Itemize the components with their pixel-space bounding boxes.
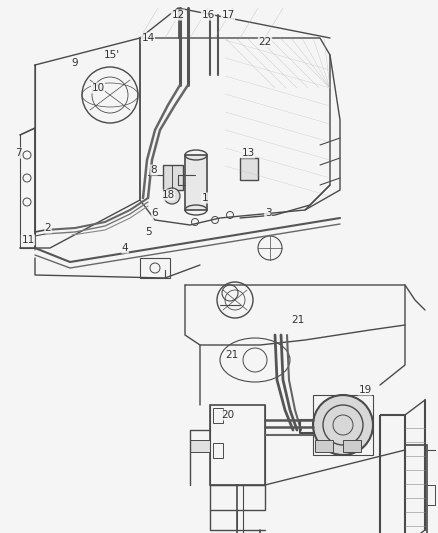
Circle shape [313, 395, 373, 455]
Text: 16: 16 [201, 10, 215, 20]
Bar [163, 165, 183, 190]
Bar [185, 155, 207, 210]
Text: 14: 14 [141, 33, 155, 43]
Bar [405, 445, 427, 533]
Text: 7: 7 [15, 148, 21, 158]
Bar [140, 258, 170, 278]
Text: 17: 17 [221, 10, 235, 20]
Text: 15': 15' [104, 50, 120, 60]
Bar [380, 415, 405, 533]
Bar [240, 158, 258, 180]
Bar [315, 440, 333, 452]
Text: 8: 8 [151, 165, 157, 175]
Text: 1: 1 [201, 193, 208, 203]
Bar [213, 408, 223, 423]
Bar [210, 485, 265, 510]
Text: 5: 5 [145, 227, 151, 237]
Bar [313, 395, 373, 455]
Text: 3: 3 [265, 208, 271, 218]
Circle shape [164, 188, 180, 204]
Text: 22: 22 [258, 37, 272, 47]
Text: 6: 6 [152, 208, 158, 218]
Text: 21: 21 [226, 350, 239, 360]
Bar [213, 443, 223, 458]
Text: 21: 21 [291, 315, 304, 325]
Text: 18: 18 [161, 190, 175, 200]
Text: 11: 11 [21, 235, 35, 245]
Text: 20: 20 [222, 410, 235, 420]
Text: 2: 2 [45, 223, 51, 233]
Text: 9: 9 [72, 58, 78, 68]
Text: 12: 12 [171, 10, 185, 20]
Text: 19: 19 [358, 385, 371, 395]
Bar [190, 440, 210, 452]
Bar [343, 440, 361, 452]
Text: 13: 13 [241, 148, 254, 158]
Text: 10: 10 [92, 83, 105, 93]
Bar [210, 405, 265, 485]
Text: 4: 4 [122, 243, 128, 253]
